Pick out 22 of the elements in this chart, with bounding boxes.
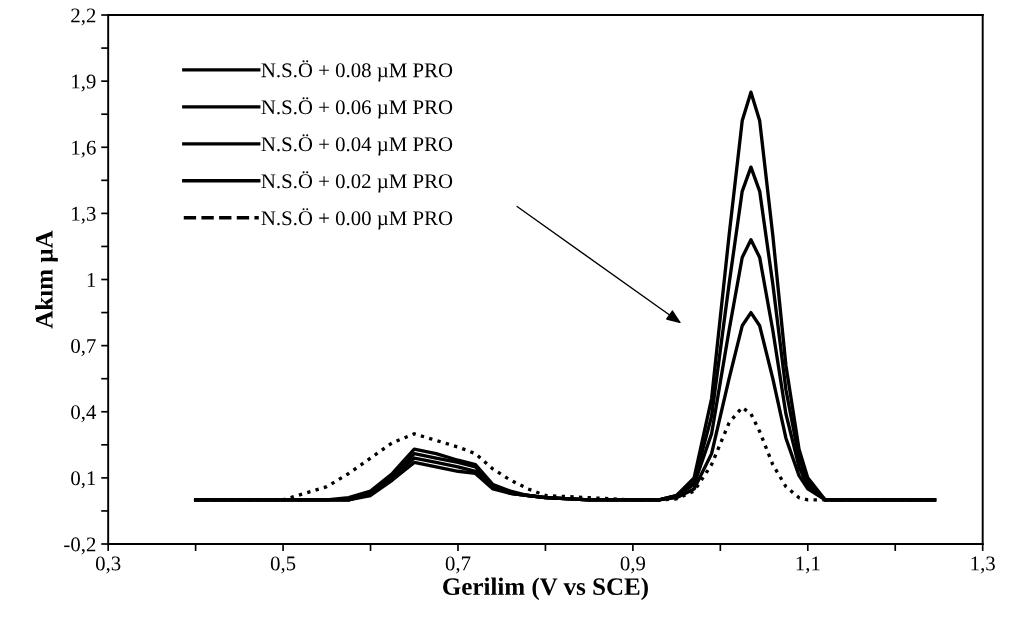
y-axis-title: Akım µA (35, 230, 58, 329)
x-tick-label: 0,9 (620, 556, 646, 574)
x-tick-label: 1,1 (796, 556, 820, 574)
x-tick-label: 0,3 (95, 556, 121, 574)
legend-label: N.S.Ö + 0.02 µM PRO (261, 171, 453, 193)
y-tick-label: 1,3 (72, 206, 96, 224)
legend-label: N.S.Ö + 0.04 µM PRO (261, 134, 453, 156)
legend-label: N.S.Ö + 0.08 µM PRO (261, 60, 453, 82)
y-tick-label: 2,2 (71, 8, 96, 26)
x-tick-label: 1,3 (971, 556, 995, 574)
y-tick-label: 0,7 (71, 339, 96, 357)
y-tick-label: 0,4 (71, 405, 97, 423)
y-tick-label: 1 (87, 272, 96, 287)
x-tick-label: 0,5 (270, 556, 296, 574)
legend-label: N.S.Ö + 0.00 µM PRO (261, 208, 453, 230)
x-axis-title: Gerilim (V vs SCE) (443, 577, 648, 601)
y-tick-label: 0,1 (71, 471, 96, 489)
y-tick-label: -0,2 (64, 537, 96, 555)
x-tick-label: 0,7 (445, 556, 471, 574)
y-tick-label: 1,6 (72, 140, 96, 158)
legend-label: N.S.Ö + 0.06 µM PRO (261, 97, 453, 119)
y-tick-label: 1,9 (72, 74, 96, 92)
